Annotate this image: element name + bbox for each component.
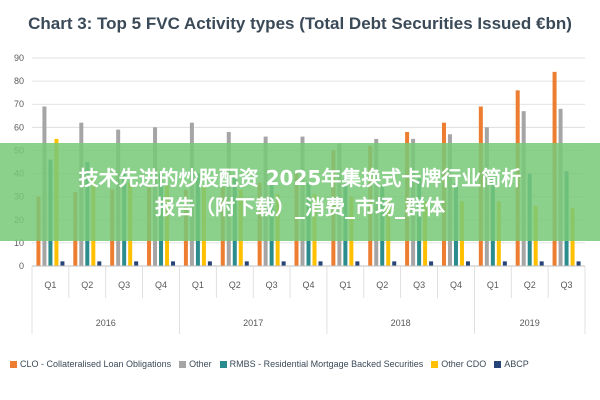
promo-banner-text[interactable]: 技术先进的炒股配资 2025年集换式卡牌行业简析 报告（附下载）_消费_市场_群…: [10, 164, 590, 222]
promo-banner[interactable]: [0, 143, 600, 241]
bar: [134, 261, 139, 266]
bar: [429, 261, 434, 266]
legend-label: Other CDO: [441, 359, 487, 369]
legend-label: CLO - Collateralised Loan Obligations: [20, 359, 172, 369]
legend-item: Other: [179, 359, 212, 369]
x-tick-label: Q2: [229, 280, 241, 290]
legend-label: RMBS - Residential Mortgage Backed Secur…: [229, 359, 424, 369]
bar: [281, 261, 286, 266]
bar: [355, 261, 360, 266]
x-tick-label: Q4: [155, 280, 167, 290]
chart-title: Chart 3: Top 5 FVC Activity types (Total…: [28, 14, 572, 33]
y-tick-label: 60: [14, 122, 24, 132]
promo-line-1: 技术先进的炒股配资 2025年集换式卡牌行业简析: [78, 166, 522, 190]
x-tick-label: Q1: [487, 280, 499, 290]
x-group-label: 2019: [520, 318, 540, 328]
y-tick-label: 80: [14, 76, 24, 86]
bar: [576, 261, 581, 266]
legend-item: ABCP: [494, 359, 529, 369]
bar: [171, 261, 176, 266]
bar: [465, 261, 470, 266]
legend-item: Other CDO: [431, 359, 486, 369]
chart-legend: CLO - Collateralised Loan Obligations Oth…: [10, 356, 600, 372]
legend-item: CLO - Collateralised Loan Obligations: [10, 359, 171, 369]
bar: [207, 261, 212, 266]
x-tick-label: Q4: [302, 280, 314, 290]
x-tick-label: Q2: [524, 280, 536, 290]
bar: [392, 261, 397, 266]
x-tick-label: Q2: [376, 280, 388, 290]
x-tick-label: Q4: [450, 280, 462, 290]
legend-label: ABCP: [504, 359, 529, 369]
y-tick-label: 70: [14, 99, 24, 109]
legend-swatch: [494, 360, 502, 368]
x-tick-label: Q2: [81, 280, 93, 290]
x-tick-label: Q3: [266, 280, 278, 290]
promo-line-2: 报告（附下载）_消费_市场_群体: [155, 195, 445, 219]
x-group-label: 2018: [391, 318, 411, 328]
bar: [539, 261, 544, 266]
y-tick-label: 10: [14, 238, 24, 248]
x-tick-label: Q3: [561, 280, 573, 290]
x-group-label: 2016: [96, 318, 116, 328]
legend-swatch: [10, 360, 17, 368]
x-tick-label: Q1: [44, 280, 56, 290]
y-tick-label: 90: [14, 53, 24, 63]
legend-label: Other: [189, 359, 212, 369]
x-axis: Q1 Q2 Q3 Q4 Q1 Q2 Q3 Q4 Q1 Q2 Q3 Q4 Q1 Q2 Q3 2016 2017 20…: [31, 265, 586, 334]
bar: [318, 261, 323, 266]
x-tick-label: Q3: [118, 280, 130, 290]
x-tick-label: Q1: [192, 280, 204, 290]
x-tick-label: Q3: [413, 280, 425, 290]
y-tick-label: 0: [19, 261, 24, 271]
x-group-label: 2017: [243, 318, 263, 328]
bar: [244, 261, 249, 266]
bar: [97, 261, 102, 266]
legend-item: RMBS - Residential Mortgage Backed Secur…: [219, 359, 424, 369]
x-tick-label: Q1: [339, 280, 351, 290]
bar: [60, 261, 65, 266]
legend-swatch: [179, 360, 187, 368]
bar: [502, 261, 507, 266]
legend-swatch: [431, 360, 439, 368]
legend-swatch: [219, 360, 227, 368]
